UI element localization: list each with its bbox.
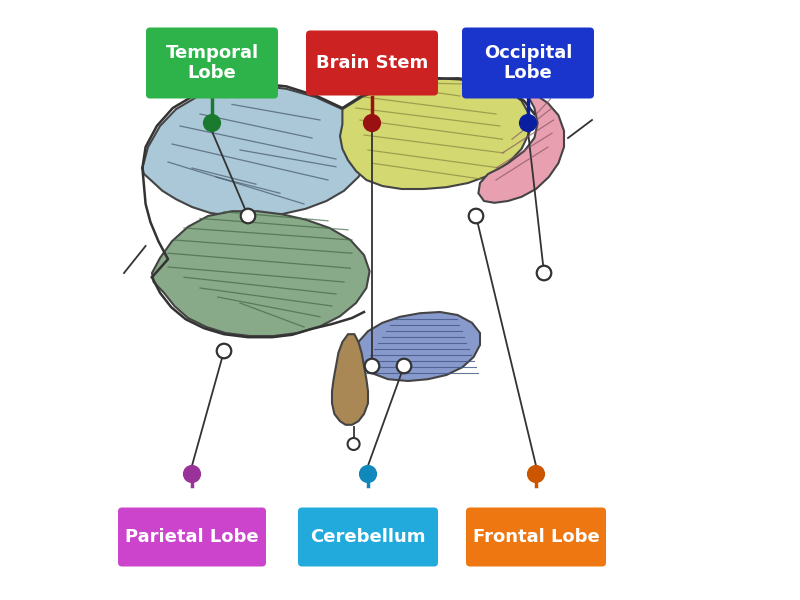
Polygon shape	[478, 96, 564, 203]
Text: Temporal
Lobe: Temporal Lobe	[166, 44, 258, 82]
Circle shape	[365, 359, 379, 373]
Circle shape	[348, 438, 360, 450]
Text: Occipital
Lobe: Occipital Lobe	[484, 44, 572, 82]
FancyBboxPatch shape	[306, 31, 438, 95]
Circle shape	[184, 466, 200, 482]
Circle shape	[363, 115, 381, 131]
Circle shape	[520, 115, 536, 131]
Polygon shape	[332, 334, 368, 425]
Text: Brain Stem: Brain Stem	[316, 54, 428, 72]
Circle shape	[217, 344, 231, 358]
Circle shape	[217, 344, 231, 358]
FancyBboxPatch shape	[118, 508, 266, 566]
Circle shape	[469, 209, 483, 223]
Text: Parietal Lobe: Parietal Lobe	[125, 528, 259, 546]
Polygon shape	[340, 78, 530, 189]
Circle shape	[359, 466, 376, 482]
Circle shape	[528, 466, 544, 482]
FancyBboxPatch shape	[298, 508, 438, 566]
Text: Frontal Lobe: Frontal Lobe	[473, 528, 599, 546]
FancyBboxPatch shape	[146, 28, 278, 98]
Text: Cerebellum: Cerebellum	[310, 528, 426, 546]
Circle shape	[203, 115, 221, 131]
FancyBboxPatch shape	[466, 508, 606, 566]
Circle shape	[469, 209, 483, 223]
Circle shape	[397, 359, 411, 373]
Polygon shape	[142, 85, 372, 216]
Circle shape	[537, 266, 551, 280]
FancyBboxPatch shape	[462, 28, 594, 98]
Circle shape	[537, 266, 551, 280]
Circle shape	[365, 359, 379, 373]
Circle shape	[397, 359, 411, 373]
Polygon shape	[152, 211, 370, 336]
Circle shape	[241, 209, 255, 223]
Circle shape	[241, 209, 255, 223]
Polygon shape	[354, 312, 480, 381]
